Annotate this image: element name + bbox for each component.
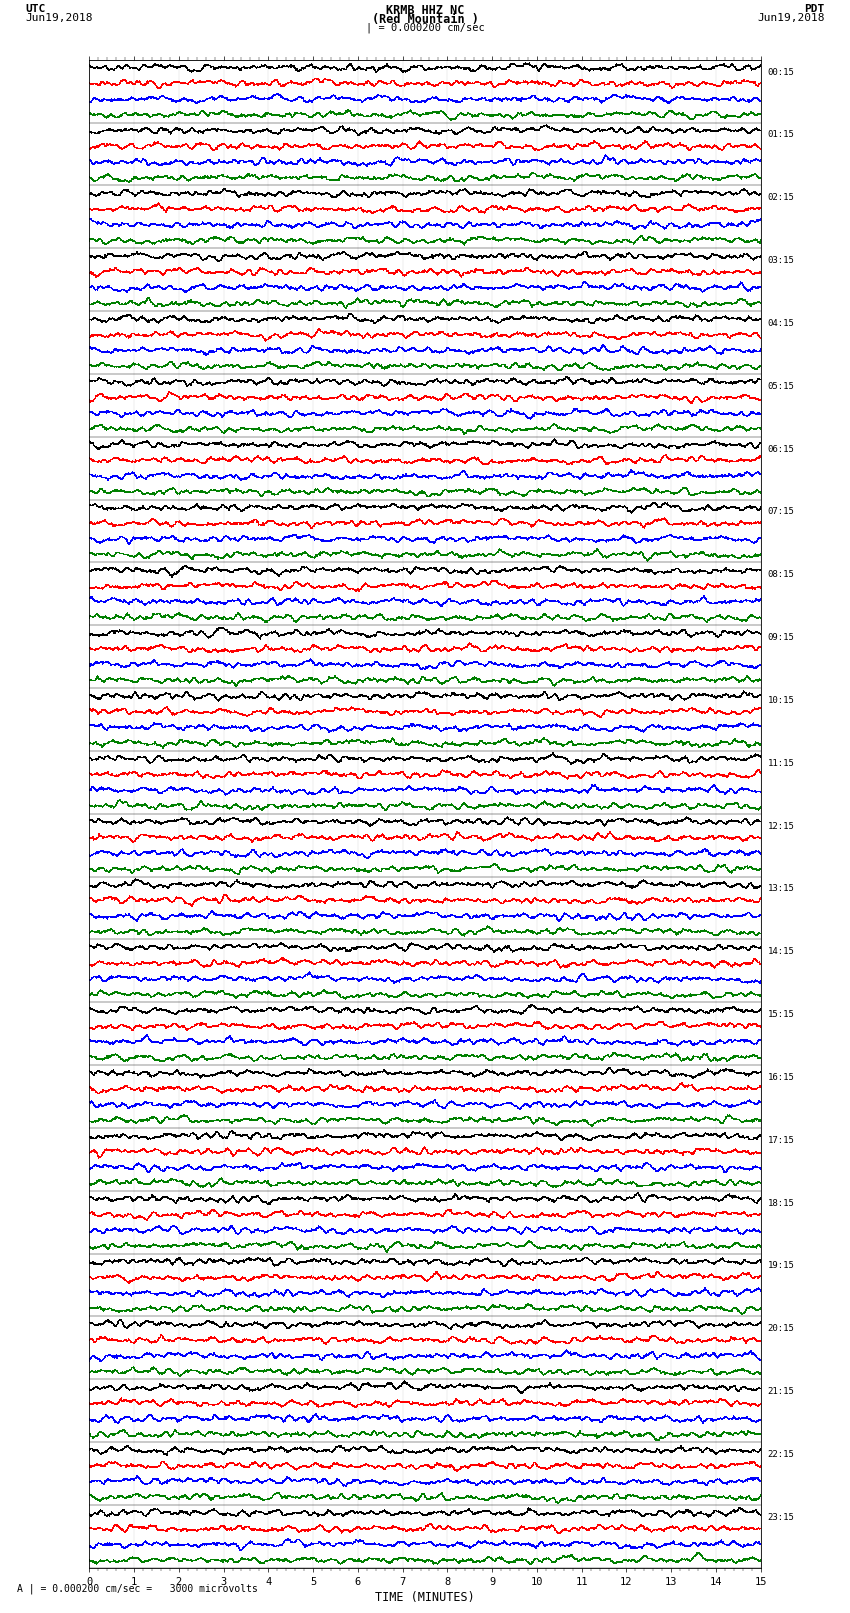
Text: 16:15: 16:15 bbox=[768, 1073, 795, 1082]
Text: 13:15: 13:15 bbox=[768, 884, 795, 894]
Text: A | = 0.000200 cm/sec =   3000 microvolts: A | = 0.000200 cm/sec = 3000 microvolts bbox=[17, 1582, 258, 1594]
Text: 01:15: 01:15 bbox=[768, 131, 795, 139]
Text: PDT: PDT bbox=[804, 5, 824, 15]
Text: 23:15: 23:15 bbox=[768, 1513, 795, 1521]
Text: 19:15: 19:15 bbox=[768, 1261, 795, 1271]
Text: Jun19,2018: Jun19,2018 bbox=[26, 13, 93, 23]
Text: 12:15: 12:15 bbox=[768, 821, 795, 831]
Text: 02:15: 02:15 bbox=[768, 194, 795, 202]
Text: 10:15: 10:15 bbox=[768, 695, 795, 705]
Text: 09:15: 09:15 bbox=[768, 632, 795, 642]
Text: 21:15: 21:15 bbox=[768, 1387, 795, 1397]
Text: Jun19,2018: Jun19,2018 bbox=[757, 13, 824, 23]
Text: 08:15: 08:15 bbox=[768, 571, 795, 579]
Text: 18:15: 18:15 bbox=[768, 1198, 795, 1208]
X-axis label: TIME (MINUTES): TIME (MINUTES) bbox=[375, 1590, 475, 1603]
Text: 04:15: 04:15 bbox=[768, 319, 795, 327]
Text: 22:15: 22:15 bbox=[768, 1450, 795, 1460]
Text: 17:15: 17:15 bbox=[768, 1136, 795, 1145]
Text: 14:15: 14:15 bbox=[768, 947, 795, 957]
Text: 07:15: 07:15 bbox=[768, 508, 795, 516]
Text: | = 0.000200 cm/sec: | = 0.000200 cm/sec bbox=[366, 23, 484, 32]
Text: 11:15: 11:15 bbox=[768, 758, 795, 768]
Text: 15:15: 15:15 bbox=[768, 1010, 795, 1019]
Text: 03:15: 03:15 bbox=[768, 256, 795, 265]
Text: 00:15: 00:15 bbox=[768, 68, 795, 76]
Text: KRMB HHZ NC: KRMB HHZ NC bbox=[386, 5, 464, 18]
Text: (Red Mountain ): (Red Mountain ) bbox=[371, 13, 479, 26]
Text: 05:15: 05:15 bbox=[768, 382, 795, 390]
Text: 06:15: 06:15 bbox=[768, 445, 795, 453]
Text: UTC: UTC bbox=[26, 5, 46, 15]
Text: 20:15: 20:15 bbox=[768, 1324, 795, 1334]
